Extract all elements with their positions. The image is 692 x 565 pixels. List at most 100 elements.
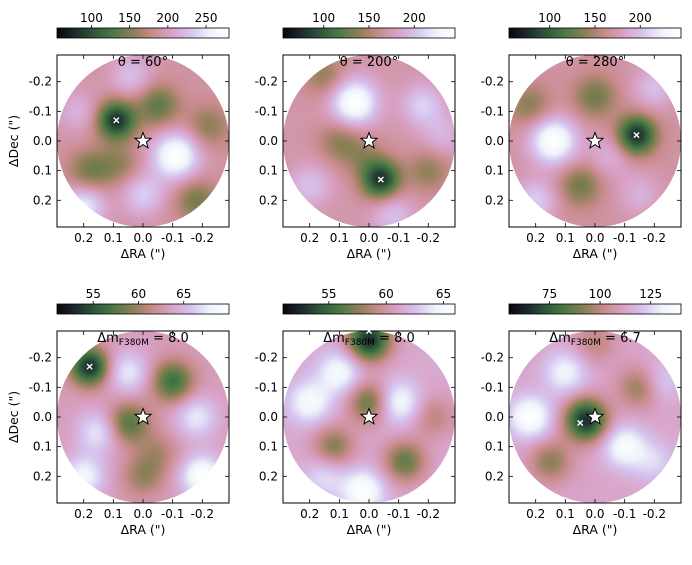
y-tick-label: 0.0: [33, 134, 52, 148]
y-tick-label: -0.1: [29, 380, 52, 394]
y-tick-label: 0.2: [33, 193, 52, 207]
x-tick-label: 0.1: [330, 507, 349, 521]
x-tick-label: -0.2: [417, 231, 440, 245]
x-axis-label: ΔRA ("): [573, 522, 618, 537]
y-tick-label: -0.1: [481, 380, 504, 394]
x-tick-label: -0.1: [613, 507, 636, 521]
colorbar-tick-label: 55: [321, 287, 336, 301]
y-tick-label: 0.0: [485, 410, 504, 424]
host-star-marker: [585, 131, 605, 150]
x-tick-label: -0.1: [161, 231, 184, 245]
y-tick-label: -0.2: [481, 75, 504, 89]
x-tick-label: 0.2: [526, 231, 545, 245]
x-tick-label: 0.1: [104, 231, 123, 245]
x-tick-label: 0.0: [585, 507, 604, 521]
companion-x-marker: [633, 131, 640, 139]
panel-title: ΔmF380M = 8.0: [97, 331, 189, 348]
colorbar-tick-label: 150: [118, 11, 141, 25]
panel-title: θ = 60°: [118, 55, 168, 70]
colorbar-tick-label: 100: [80, 11, 103, 25]
x-tick-label: 0.0: [585, 231, 604, 245]
y-tick-label: 0.1: [33, 440, 52, 454]
y-tick-label: -0.1: [255, 380, 278, 394]
colorbar: [56, 303, 230, 315]
x-axis-label: ΔRA ("): [347, 246, 392, 261]
colorbar-tick-label: 65: [436, 287, 451, 301]
y-axis-label: ΔDec ("): [6, 391, 21, 443]
x-tick-label: 0.1: [556, 231, 575, 245]
colorbar-tick-label: 60: [131, 287, 146, 301]
x-tick-label: 0.2: [74, 507, 93, 521]
panel-title: ΔmF380M = 6.7: [549, 331, 641, 348]
y-tick-label: 0.1: [259, 164, 278, 178]
x-tick-label: 0.0: [133, 231, 152, 245]
y-tick-label: 0.1: [259, 440, 278, 454]
y-tick-label: -0.1: [481, 104, 504, 118]
colorbar-tick-label: 65: [176, 287, 191, 301]
host-star-marker: [359, 131, 379, 150]
panel-title: θ = 200°: [340, 55, 398, 70]
colorbar-tick-label: 100: [538, 11, 561, 25]
panel-4: 55 60 65 0.2 0.1 0.0 -0.1 -0.2 -0.2 -0.1 0.0 0.1 0.2…: [6, 287, 230, 537]
colorbar: [56, 27, 230, 39]
x-tick-label: 0.2: [300, 507, 319, 521]
companion-x-marker: [86, 363, 93, 370]
colorbar-tick-label: 200: [156, 11, 179, 25]
host-star-marker: [585, 407, 605, 426]
x-tick-label: 0.1: [556, 507, 575, 521]
x-tick-label: 0.0: [359, 507, 378, 521]
colorbar-tick-label: 75: [542, 287, 557, 301]
colorbar: [282, 303, 456, 315]
x-tick-label: -0.2: [191, 231, 214, 245]
x-axis-label: ΔRA ("): [121, 522, 166, 537]
y-tick-label: 0.2: [485, 193, 504, 207]
y-tick-label: 0.0: [33, 410, 52, 424]
colorbar-tick-label: 100: [589, 287, 612, 301]
panel-6: 75 100 125 0.2 0.1 0.0 -0.1 -0.2 -0.2 -0.1 0.0 0.1 0…: [481, 287, 682, 537]
companion-x-marker: [577, 419, 584, 427]
y-tick-label: 0.0: [259, 410, 278, 424]
panel-2: 100 150 200 0.2 0.1 0.0 -0.1 -0.2 -0.2 -0.1 0.0 0.1…: [255, 11, 456, 261]
y-tick-label: 0.2: [259, 193, 278, 207]
colorbar-tick-label: 200: [403, 11, 426, 25]
y-tick-label: -0.1: [29, 104, 52, 118]
colorbar: [282, 27, 456, 39]
panel-title: ΔmF380M = 8.0: [323, 331, 415, 348]
y-tick-label: 0.1: [485, 440, 504, 454]
y-tick-label: 0.2: [259, 469, 278, 483]
y-tick-label: 0.0: [485, 134, 504, 148]
x-axis-label: ΔRA ("): [121, 246, 166, 261]
colorbar-tick-label: 125: [639, 287, 662, 301]
companion-x-marker: [113, 117, 120, 124]
x-tick-label: -0.2: [643, 507, 666, 521]
y-tick-label: -0.2: [29, 75, 52, 89]
host-star-marker: [133, 131, 153, 150]
colorbar-tick-label: 100: [312, 11, 335, 25]
companion-x-marker: [377, 176, 384, 183]
x-axis-label: ΔRA ("): [573, 246, 618, 261]
panel-title: θ = 280°: [566, 55, 624, 70]
x-tick-label: 0.1: [330, 231, 349, 245]
y-tick-label: 0.2: [485, 469, 504, 483]
x-tick-label: -0.1: [161, 507, 184, 521]
y-tick-label: -0.2: [481, 351, 504, 365]
x-tick-label: -0.1: [387, 231, 410, 245]
colorbar-tick-label: 200: [629, 11, 652, 25]
host-star-marker: [359, 407, 379, 426]
colorbar-tick-label: 150: [584, 11, 607, 25]
x-tick-label: 0.0: [133, 507, 152, 521]
y-tick-label: -0.2: [29, 351, 52, 365]
panel-1: 100 150 200 250 0.2 0.1 0.0 -0.1 -0.2 -0.2 -0.1 0.0…: [6, 11, 230, 261]
companion-x-marker: [365, 327, 373, 335]
x-axis-label: ΔRA ("): [347, 522, 392, 537]
x-tick-label: -0.2: [191, 507, 214, 521]
colorbar-tick-label: 250: [195, 11, 218, 25]
colorbar: [508, 303, 682, 315]
host-star-marker: [133, 407, 153, 426]
x-tick-label: -0.2: [643, 231, 666, 245]
x-tick-label: 0.2: [74, 231, 93, 245]
y-tick-label: -0.1: [255, 104, 278, 118]
y-tick-label: -0.2: [255, 75, 278, 89]
y-tick-label: 0.2: [33, 469, 52, 483]
